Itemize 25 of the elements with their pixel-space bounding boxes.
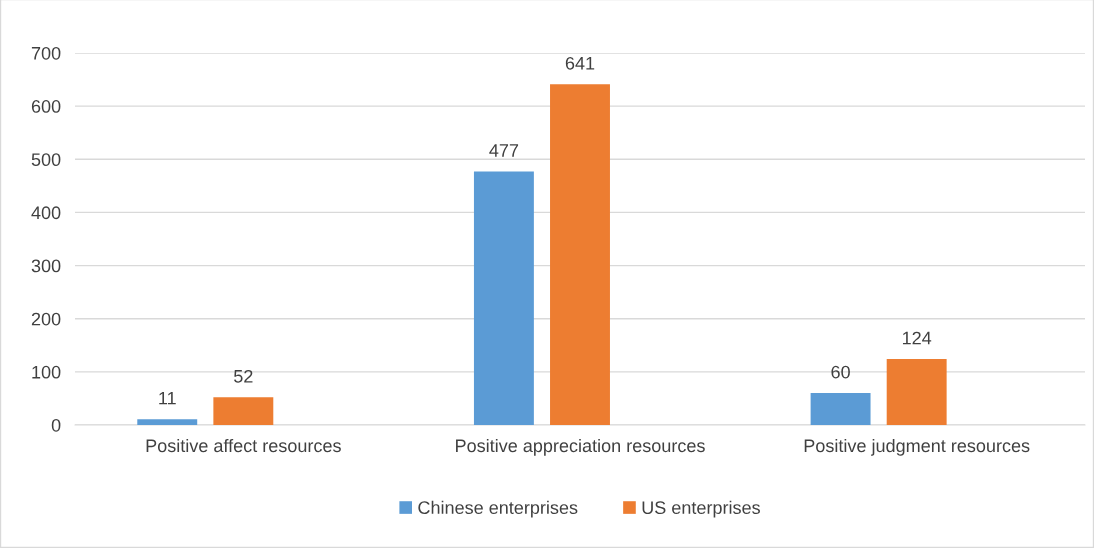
y-tick-label: 200 [31,312,61,326]
y-tick-label: 600 [31,100,61,113]
bar [810,393,871,425]
y-tick-label: 700 [31,46,61,60]
x-tick-label: Positive judgment resources [804,438,1030,456]
data-label: 52 [234,369,253,383]
y-tick-label: 100 [32,365,61,379]
y-tick-label: 500 [31,153,61,167]
y-tick-label: 400 [31,206,61,220]
legend-label: US enterprises [642,500,760,518]
x-tick-label: Positive affect resources [146,438,341,453]
bar [137,419,198,425]
y-tick-label: 300 [31,259,61,273]
y-tick-label: 0 [51,418,61,432]
bar [550,84,610,425]
x-tick-label: Positive appreciation resources [456,438,705,456]
data-label: 477 [489,144,519,157]
data-label: 124 [902,331,932,345]
data-label: 60 [831,365,850,379]
bar [886,359,947,425]
data-label: 11 [159,391,176,405]
legend-label: Chinese enterprises [418,500,578,518]
bar [473,171,534,425]
data-label: 641 [565,56,595,70]
bar [213,397,274,425]
